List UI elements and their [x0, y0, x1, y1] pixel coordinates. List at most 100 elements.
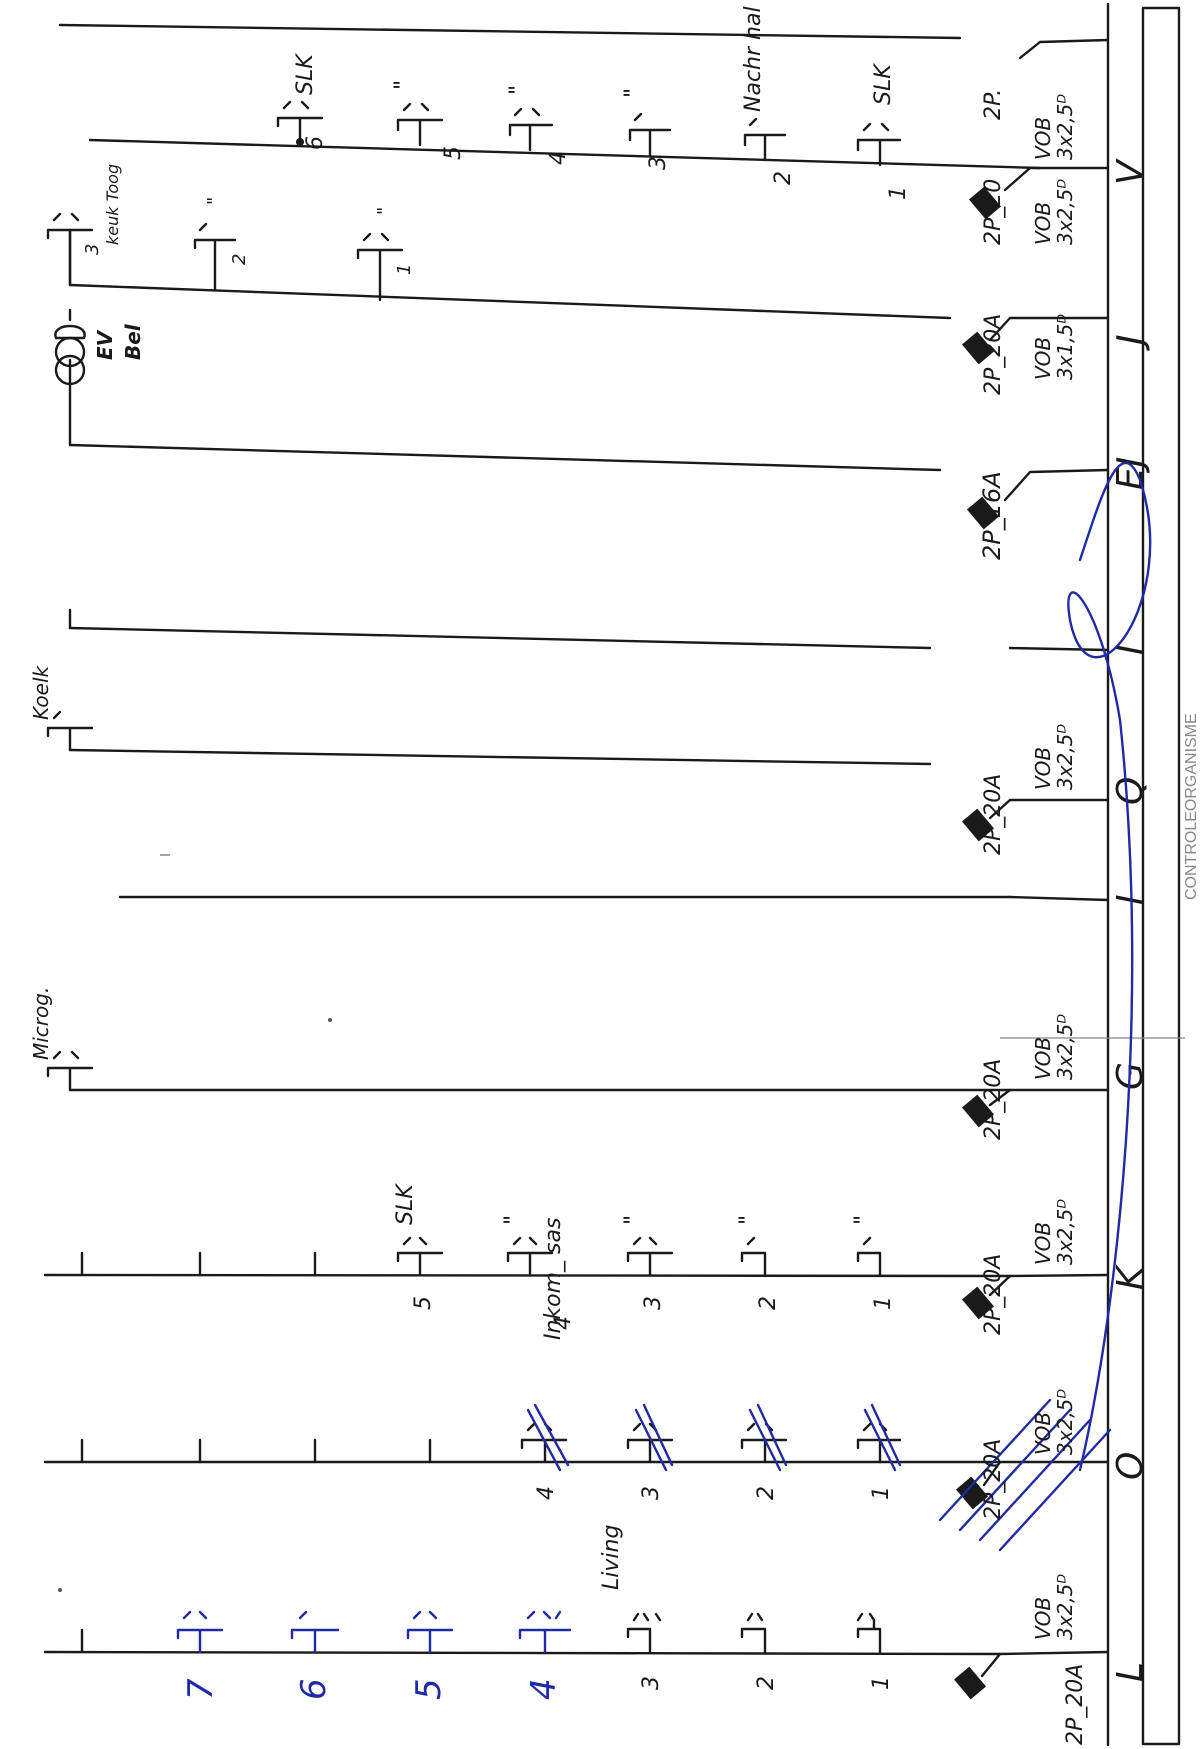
outlet-symbol-blue	[406, 1610, 454, 1654]
blue-scribble	[634, 1403, 674, 1472]
point-number: 5	[441, 146, 466, 160]
circuit-EJ: 2P_16A	[978, 471, 1006, 560]
point-number: 1	[869, 1676, 894, 1690]
outlet-symbol	[396, 102, 444, 147]
breaker-rating: 2P_20A	[981, 1439, 1006, 1520]
circuit-V: 1 2 3 " " keuk Toog 2P_20 VOB 3x2,5ᴰ	[46, 164, 1077, 302]
point-note: "	[204, 197, 225, 205]
breaker-switch-O	[955, 1460, 1110, 1510]
point-number: 2	[754, 1676, 779, 1690]
point-number: 1	[394, 264, 415, 275]
blue-scribble	[748, 1403, 788, 1472]
bus-letter-J: J	[1110, 334, 1151, 351]
device-label: EV	[93, 329, 117, 360]
point-number: 2	[229, 254, 250, 265]
point-note: "	[621, 88, 646, 98]
cable-section: 3x2,5ᴰ	[1053, 94, 1077, 160]
outlet-symbol	[520, 1422, 568, 1464]
point-number: 6	[303, 136, 328, 150]
outlet-symbol	[46, 710, 94, 752]
breaker-switch-Q	[961, 798, 1110, 842]
breaker-rating: 2P_16A	[978, 471, 1006, 560]
circuit-label: keuk Toog	[103, 164, 122, 245]
bus-letter-V: V	[1110, 158, 1151, 185]
breaker-rating: 2P_20A	[981, 314, 1006, 395]
outlet-symbol	[356, 232, 404, 302]
outlet-symbol	[276, 100, 324, 146]
point-number-blue: 7	[181, 1678, 221, 1700]
circuit-L: 1 2 3 4 5 6 7 Living 2P_20A VOB 3x2,5ᴰ	[80, 1525, 1088, 1745]
point-number: 3	[639, 1676, 664, 1690]
circuit-top: 1 2 3 4 5 6 SLK Nachr hal " " " SLK 2P. …	[276, 6, 1077, 200]
cable-type: VOB	[1031, 1412, 1055, 1455]
circuit-O: 1 2 3 4 2P_20A VOB 3x2,5ᴰ	[80, 461, 1152, 1552]
circuit-G: Microg. 2P_20A VOB 3x2,5ᴰ	[29, 987, 1077, 1140]
blue-scribble	[526, 1403, 570, 1472]
outlet-symbol-blue	[518, 1610, 572, 1654]
point-number: 4	[551, 1316, 576, 1330]
circuit-label: Koelk	[29, 665, 53, 721]
circuit-label: Microg.	[29, 987, 53, 1060]
point-note: SLK	[871, 63, 896, 105]
point-number: 1	[869, 1486, 894, 1500]
breaker-switch-top	[1018, 38, 1110, 60]
cable-type: VOB	[1031, 747, 1055, 790]
point-number: 3	[82, 244, 103, 255]
point-number-blue: 6	[294, 1678, 334, 1700]
circuit-K: 1 2 3 4 5 " " " " SLK Inkom_ sas 2P_20A …	[80, 1183, 1077, 1340]
breaker-rating: 2P_20	[981, 179, 1006, 245]
cable-section: 3x2,5ᴰ	[1053, 1389, 1077, 1455]
cable-section: 3x2,5ᴰ	[1053, 1199, 1077, 1265]
point-number: 4	[534, 1486, 559, 1500]
outlet-symbol	[743, 117, 787, 162]
outlet-symbol	[856, 1422, 902, 1464]
point-note: SLK	[393, 1183, 418, 1225]
outlet-symbol	[626, 1612, 662, 1654]
cable-section: 3x2,5ᴰ	[1053, 724, 1077, 790]
outlet-symbol	[46, 212, 94, 287]
point-number: 5	[411, 1296, 436, 1310]
breaker-switch-J	[961, 316, 1110, 365]
point-number: 3	[639, 1486, 664, 1500]
outlet-symbol	[740, 1612, 767, 1654]
outlet-symbol	[740, 1422, 788, 1464]
outlet-symbol	[856, 1236, 882, 1277]
device-label: Bel	[121, 323, 145, 360]
outlet-symbol	[396, 1236, 444, 1277]
outlet-symbol	[193, 222, 237, 292]
breaker-rating: 2P_20A	[1063, 1664, 1088, 1745]
circuit-Q: Koelk 2P_20A VOB 3x2,5ᴰ	[29, 665, 1077, 856]
cable-section: 3x1,5ᴰ	[1053, 314, 1077, 380]
point-note: "	[851, 1215, 876, 1225]
distribution-bus: CONTROLEORGANISME	[1000, 2, 1200, 1747]
circuit-label: Inkom_ sas	[541, 1218, 566, 1340]
blue-flourish	[1067, 461, 1152, 1472]
outlet-symbol	[856, 1612, 882, 1654]
outlet-symbol	[46, 1050, 94, 1092]
bus-letters: L O K G I Q I EJ J V	[1110, 158, 1151, 1682]
cable-section: 3x2,5ᴰ	[1053, 1574, 1077, 1640]
cable-type: VOB	[1031, 337, 1055, 380]
outlet-symbol	[626, 1422, 674, 1464]
point-note: "	[501, 1215, 526, 1225]
point-note: Nachr hal	[741, 6, 766, 112]
outlet-symbol	[628, 112, 672, 157]
outlet-symbol	[626, 1236, 674, 1277]
breaker-rating: 2P_20A	[981, 1059, 1006, 1140]
point-note: "	[506, 85, 531, 95]
breaker-rating: 2P_20A	[981, 1254, 1006, 1335]
cable-type: VOB	[1031, 1597, 1055, 1640]
breaker-rating: 2P_20A	[981, 774, 1006, 855]
breaker-switch-I	[1008, 895, 1110, 902]
bus-letter-I2: I	[1110, 644, 1151, 655]
cable-type: VOB	[1031, 202, 1055, 245]
outlet-symbol	[508, 107, 554, 152]
circuit-lines	[43, 23, 1042, 1656]
cable-type: VOB	[1031, 1222, 1055, 1265]
point-number: 3	[646, 156, 671, 170]
blue-scribble	[863, 1403, 902, 1472]
outlet-symbol	[856, 122, 902, 167]
outlet-symbol	[740, 1236, 767, 1277]
point-number: 2	[771, 171, 796, 185]
